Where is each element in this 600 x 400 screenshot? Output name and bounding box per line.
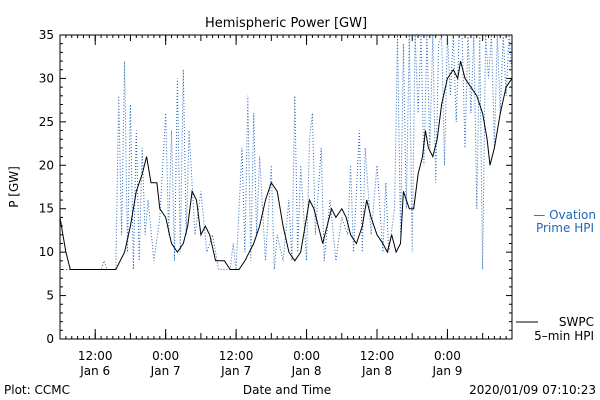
x-tick-label: 0:00 — [434, 349, 461, 363]
y-tick-label: 35 — [39, 28, 54, 42]
y-tick-label: 0 — [46, 332, 54, 346]
y-tick-label: 15 — [39, 202, 54, 216]
x-axis-label: Date and Time — [243, 383, 331, 397]
y-tick-label: 20 — [39, 158, 54, 172]
x-tick-date-label: Jan 8 — [361, 364, 392, 378]
legend-ovation-label: — Ovation — [533, 208, 596, 222]
series-line-ovation-prime-hpi — [60, 35, 512, 270]
x-tick-label: 12:00 — [219, 349, 254, 363]
footer-plot-source: Plot: CCMC — [4, 383, 70, 397]
y-tick-label: 25 — [39, 115, 54, 129]
x-tick-date-label: Jan 6 — [79, 364, 110, 378]
y-tick-label: 10 — [39, 245, 54, 259]
y-tick-label: 30 — [39, 71, 54, 85]
x-tick-date-label: Jan 7 — [220, 364, 251, 378]
chart-title: Hemispheric Power [GW] — [205, 16, 367, 31]
series-line-swpc-hpi — [60, 60, 512, 270]
x-tick-label: 0:00 — [152, 349, 179, 363]
y-tick-label: 5 — [46, 289, 54, 303]
x-tick-date-label: Jan 7 — [150, 364, 181, 378]
legend: — Ovation Prime HPI SWPC 5–min HPI — [516, 208, 596, 343]
x-tick-date-label: Jan 9 — [431, 364, 462, 378]
plot-frame — [59, 34, 513, 340]
legend-swpc-label: SWPC — [559, 315, 594, 329]
x-tick-label: 0:00 — [293, 349, 320, 363]
y-axis-label: P [GW] — [7, 166, 21, 208]
x-tick-label: 12:00 — [360, 349, 395, 363]
x-tick-label: 12:00 — [78, 349, 113, 363]
legend-swpc-label-2: 5–min HPI — [534, 329, 594, 343]
footer-timestamp: 2020/01/09 07:10:23 — [469, 383, 596, 397]
x-tick-date-label: Jan 8 — [291, 364, 322, 378]
legend-ovation-label-2: Prime HPI — [536, 221, 594, 235]
